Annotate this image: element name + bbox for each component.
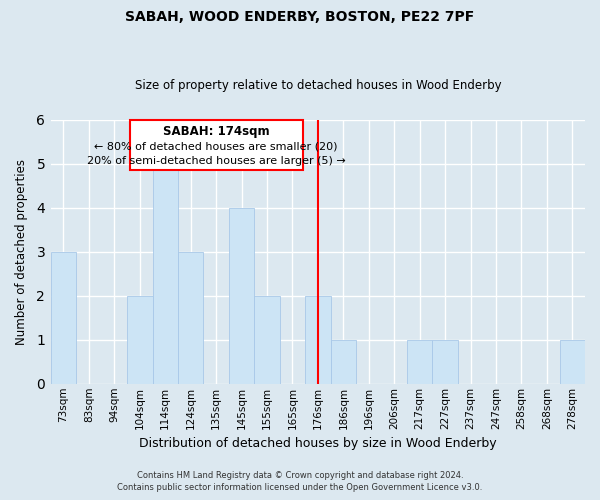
Bar (254, 296, 280, 384)
Text: Contains HM Land Registry data © Crown copyright and database right 2024.
Contai: Contains HM Land Registry data © Crown c… (118, 471, 482, 492)
Bar (433, 340, 458, 384)
X-axis label: Distribution of detached houses by size in Wood Enderby: Distribution of detached houses by size … (139, 437, 497, 450)
Text: 20% of semi-detached houses are larger (5) →: 20% of semi-detached houses are larger (… (87, 156, 346, 166)
Text: SABAH, WOOD ENDERBY, BOSTON, PE22 7PF: SABAH, WOOD ENDERBY, BOSTON, PE22 7PF (125, 10, 475, 24)
Text: SABAH: 174sqm: SABAH: 174sqm (163, 126, 269, 138)
Y-axis label: Number of detached properties: Number of detached properties (15, 158, 28, 344)
Bar (560, 340, 585, 384)
Bar (152, 164, 178, 384)
Bar (407, 340, 433, 384)
Bar (331, 340, 356, 384)
Text: ← 80% of detached houses are smaller (20): ← 80% of detached houses are smaller (20… (94, 142, 338, 152)
Title: Size of property relative to detached houses in Wood Enderby: Size of property relative to detached ho… (134, 79, 501, 92)
Bar (229, 208, 254, 384)
Bar (305, 296, 331, 384)
Bar (178, 252, 203, 384)
FancyBboxPatch shape (130, 120, 302, 170)
Bar (127, 296, 152, 384)
Bar (51, 252, 76, 384)
